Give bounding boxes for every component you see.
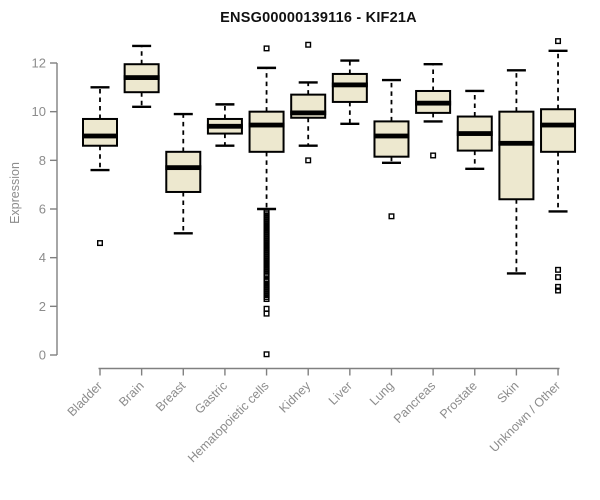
y-tick-label: 0 xyxy=(39,348,46,363)
x-tick-label: Gastric xyxy=(192,379,230,417)
median-line-liver xyxy=(331,82,368,88)
outlier-point-lung xyxy=(388,213,395,220)
median-line-skin xyxy=(498,140,535,146)
box-bladder xyxy=(82,117,118,147)
x-tick-label: Brain xyxy=(116,379,147,410)
box-skin xyxy=(498,110,535,201)
outlier-point-unknown-other xyxy=(555,283,562,290)
outlier-point-pancreas xyxy=(430,152,437,159)
x-tick-label: Kidney xyxy=(276,378,313,415)
x-tick-label: Pancreas xyxy=(391,379,438,426)
outlier-point-unknown-other xyxy=(555,38,562,45)
median-line-bladder xyxy=(82,133,118,139)
y-tick-label: 10 xyxy=(32,104,46,119)
median-line-gastric xyxy=(206,123,243,129)
box-liver xyxy=(331,72,368,103)
y-tick-label: 6 xyxy=(39,202,46,217)
x-tick-label: Unknown / Other xyxy=(487,379,563,455)
outlier-point-hematopoietic-cells xyxy=(263,305,270,312)
box-unknown-other xyxy=(540,108,577,153)
median-line-prostate xyxy=(456,131,493,136)
outlier-point-hematopoietic-cells xyxy=(263,296,270,303)
outlier-point-bladder xyxy=(96,240,103,247)
y-tick-label: 12 xyxy=(32,56,46,71)
x-tick-label: Bladder xyxy=(65,379,105,419)
outlier-point-unknown-other xyxy=(555,266,562,273)
outlier-point-hematopoietic-cells xyxy=(263,351,270,358)
outlier-point-hematopoietic-cells xyxy=(263,45,270,52)
x-tick-label: Liver xyxy=(326,379,355,408)
x-tick-label: Lung xyxy=(367,379,397,409)
median-line-brain xyxy=(123,75,160,80)
outlier-point-hematopoietic-cells xyxy=(263,310,270,317)
median-line-lung xyxy=(373,133,410,139)
outlier-point-kidney xyxy=(305,157,312,164)
median-line-breast xyxy=(165,165,202,171)
y-tick-label: 8 xyxy=(39,153,46,168)
box-breast xyxy=(165,150,202,193)
y-tick-label: 4 xyxy=(39,250,46,265)
x-tick-label: Skin xyxy=(494,379,521,406)
median-line-kidney xyxy=(290,110,327,116)
box-lung xyxy=(373,120,410,158)
box-hematopoietic-cells xyxy=(248,110,285,153)
y-tick-label: 2 xyxy=(39,299,46,314)
median-line-unknown-other xyxy=(540,122,577,128)
median-line-pancreas xyxy=(415,100,452,106)
median-line-hematopoietic-cells xyxy=(248,122,285,128)
outlier-point-unknown-other xyxy=(555,274,562,281)
x-tick-label: Prostate xyxy=(437,379,480,422)
chart-title: ENSG00000139116 - KIF21A xyxy=(220,10,417,26)
outlier-point-hematopoietic-cells xyxy=(263,272,270,279)
x-tick-label: Hematopoietic cells xyxy=(185,379,272,466)
x-tick-label: Breast xyxy=(153,378,189,414)
outlier-point-kidney xyxy=(305,41,312,48)
outlier-point-unknown-other xyxy=(555,287,562,294)
